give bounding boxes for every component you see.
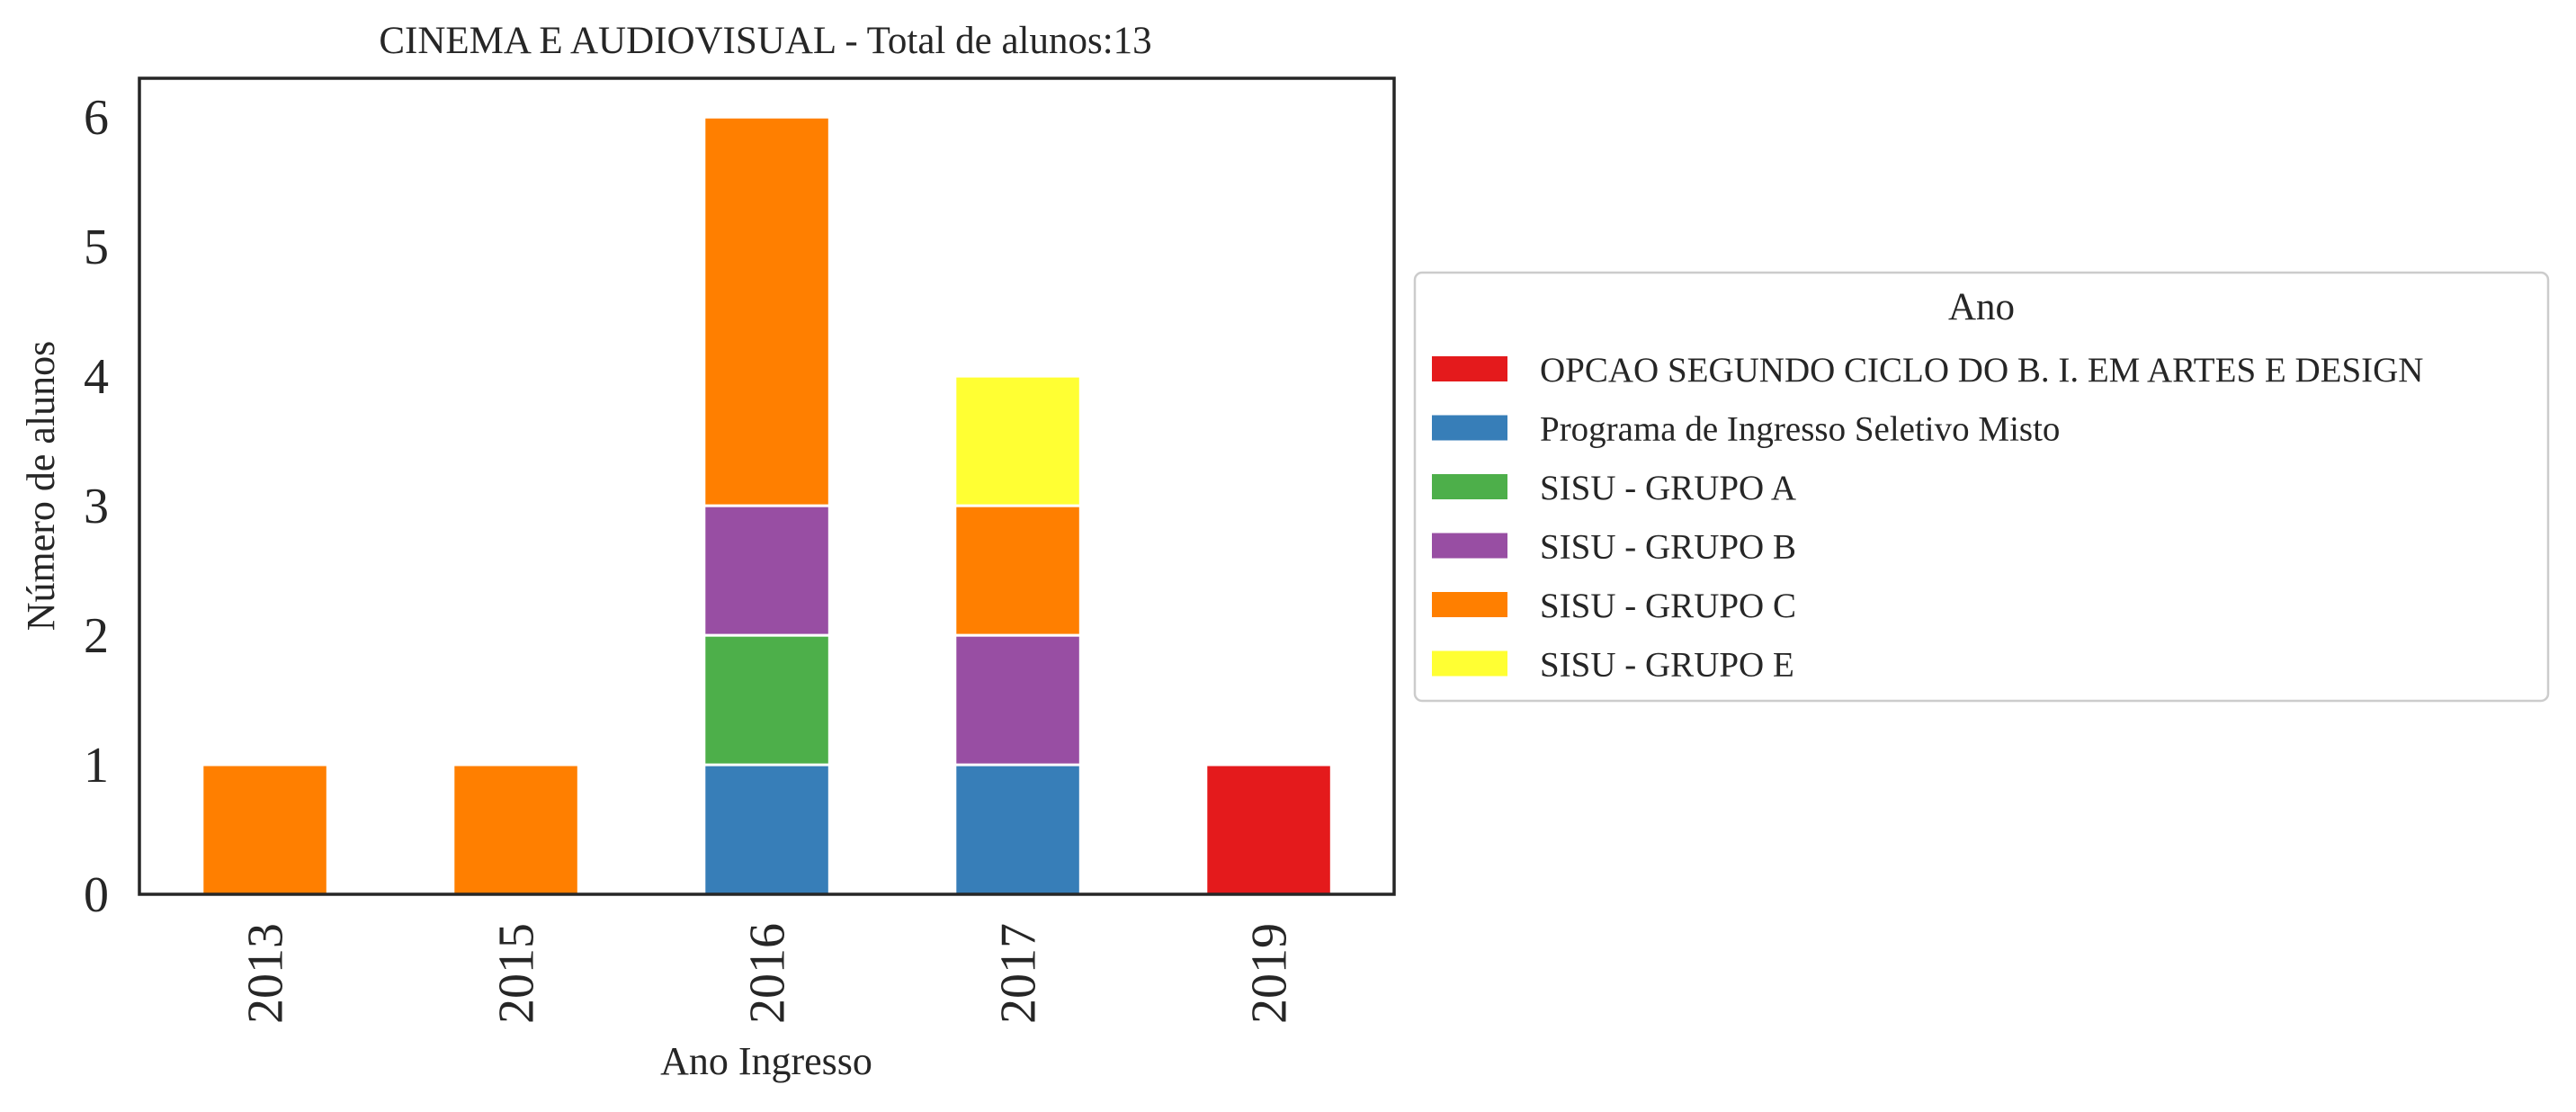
- legend-swatch: [1432, 592, 1507, 617]
- y-tick-label: 0: [84, 867, 109, 923]
- x-tick-label: 2016: [740, 923, 796, 1024]
- bar-2016-series-3: [702, 504, 831, 637]
- legend-swatch: [1432, 356, 1507, 381]
- legend-label: OPCAO SEGUNDO CICLO DO B. I. EM ARTES E …: [1540, 351, 2423, 390]
- legend-items: OPCAO SEGUNDO CICLO DO B. I. EM ARTES E …: [1432, 351, 2423, 685]
- y-tick-label: 6: [84, 90, 109, 146]
- y-tick-label: 2: [84, 608, 109, 664]
- bar-2017-series-3: [953, 633, 1082, 767]
- bar-2016-series-4: [702, 115, 831, 507]
- legend-swatch: [1432, 650, 1507, 677]
- bar-2019-series-0: [1204, 763, 1333, 896]
- bar-2017-series-4: [953, 504, 1082, 637]
- x-tick-label: 2017: [991, 923, 1047, 1024]
- legend-label: SISU - GRUPO C: [1540, 587, 1796, 625]
- bar-2013-series-4: [201, 763, 329, 896]
- legend-label: Programa de Ingresso Seletivo Misto: [1540, 410, 2060, 449]
- x-tick-label: 2015: [489, 923, 545, 1024]
- y-tick-labels: 0 1 2 3 4 5 6: [84, 90, 109, 923]
- y-tick-label: 5: [84, 220, 109, 275]
- legend-label: SISU - GRUPO E: [1540, 646, 1794, 685]
- legend-swatch: [1432, 474, 1507, 499]
- bar-2016-series-1: [702, 763, 831, 896]
- legend-label: SISU - GRUPO A: [1540, 469, 1796, 507]
- bars-group: [201, 115, 1333, 896]
- x-tick-label: 2013: [238, 923, 294, 1024]
- legend-swatch: [1432, 415, 1507, 441]
- y-tick-label: 1: [84, 738, 109, 794]
- x-tick-labels: 2013 2015 2016 2017 2019: [238, 923, 1298, 1024]
- bar-2017-series-1: [953, 763, 1082, 896]
- bar-2017-series-5: [953, 374, 1082, 507]
- chart-title: CINEMA E AUDIOVISUAL - Total de alunos:1…: [379, 20, 1151, 62]
- legend-label: SISU - GRUPO B: [1540, 528, 1796, 567]
- bar-2015-series-4: [452, 763, 580, 896]
- legend-swatch: [1432, 533, 1507, 559]
- x-axis-label: Ano Ingresso: [660, 1039, 872, 1083]
- bar-2016-series-2: [702, 633, 831, 767]
- x-tick-label: 2019: [1242, 923, 1298, 1024]
- plot-frame: [138, 76, 1396, 896]
- y-tick-label: 3: [84, 479, 109, 534]
- legend-frame: [1413, 271, 2550, 703]
- legend-title: Ano: [1948, 286, 2015, 328]
- y-axis-label: Número de alunos: [19, 341, 63, 632]
- legend: Ano OPCAO SEGUNDO CICLO DO B. I. EM ARTE…: [1413, 271, 2550, 703]
- y-tick-label: 4: [84, 349, 109, 405]
